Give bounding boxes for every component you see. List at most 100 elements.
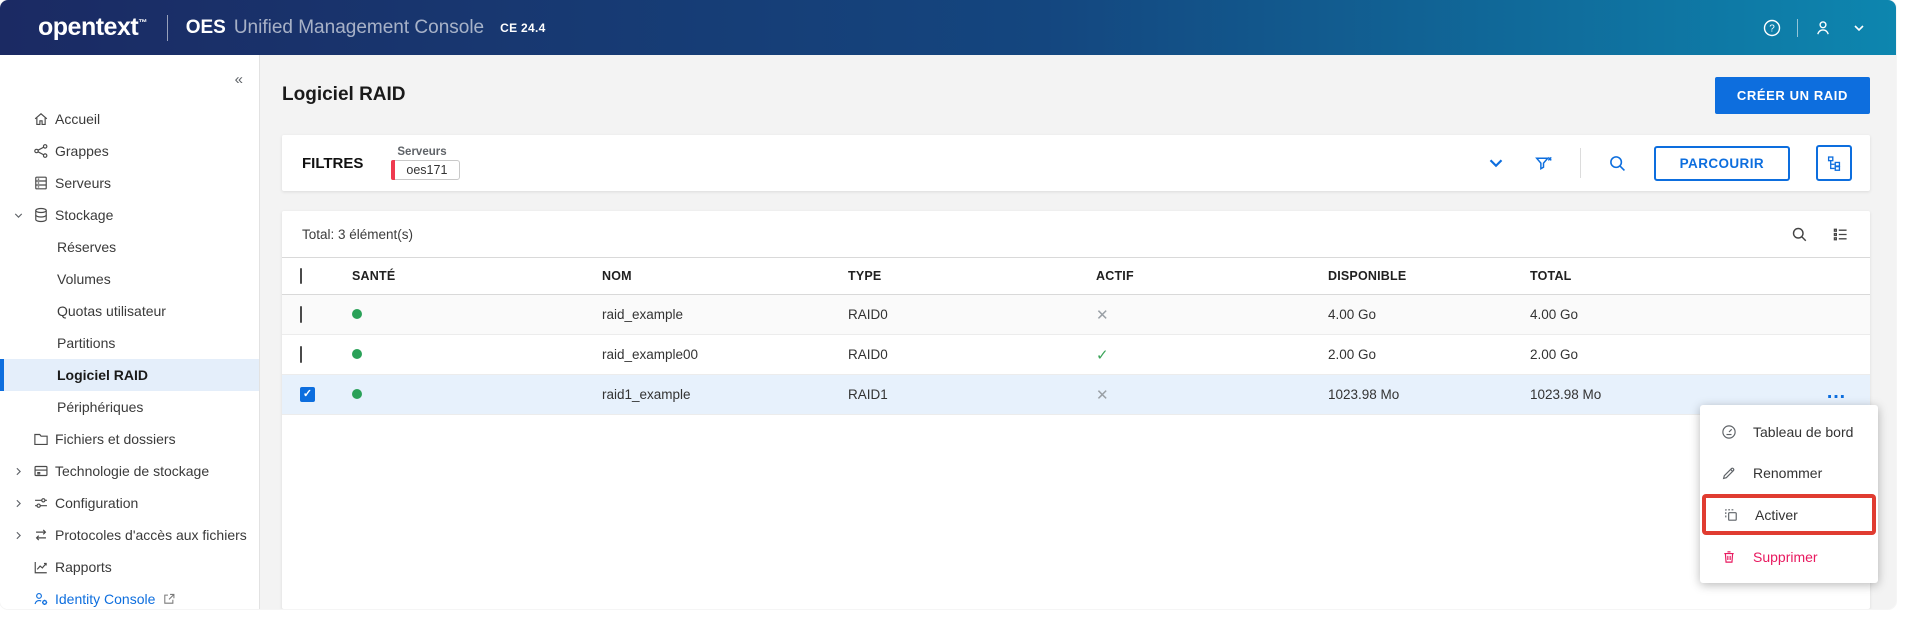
raid-type: RAID1 <box>848 387 888 402</box>
row-checkbox[interactable] <box>300 346 302 363</box>
raid-total: 4.00 Go <box>1530 307 1579 322</box>
topbar-divider <box>166 14 168 41</box>
help-icon[interactable]: ? <box>1761 17 1783 39</box>
active-cross-icon: ✕ <box>1096 386 1109 404</box>
raid-available: 4.00 Go <box>1328 307 1377 322</box>
health-status-dot <box>352 349 362 359</box>
table-row[interactable]: ✓ raid1_example RAID1 ✕ 1023.98 Mo 1023.… <box>282 375 1870 415</box>
sidebar-item-identity-console[interactable]: Identity Console <box>0 583 259 609</box>
chevron-right-icon <box>12 465 32 478</box>
menu-item-supprimer[interactable]: Supprimer <box>1700 536 1878 577</box>
column-header-actif[interactable]: ACTIF <box>1096 269 1134 283</box>
activate-icon <box>1722 506 1740 524</box>
tree-view-button[interactable] <box>1816 145 1852 181</box>
sidebar-item-logiciel-raid[interactable]: Logiciel RAID <box>0 359 259 391</box>
raid-name: raid_example00 <box>602 347 699 362</box>
health-status-dot <box>352 389 362 399</box>
page-title: Logiciel RAID <box>282 84 406 105</box>
cluster-icon <box>32 142 55 160</box>
select-all-checkbox[interactable] <box>300 268 302 284</box>
active-check-icon: ✓ <box>1096 346 1109 364</box>
version-badge: CE 24.4 <box>500 20 546 35</box>
sidebar-item-configuration[interactable]: Configuration <box>0 487 259 519</box>
filters-expand-chevron-down-icon[interactable] <box>1485 152 1507 174</box>
table-row[interactable]: raid_example00 RAID0 ✓ 2.00 Go 2.00 Go <box>282 335 1870 375</box>
sidebar-collapse-button[interactable]: « <box>234 70 243 88</box>
raid-available: 2.00 Go <box>1328 347 1377 362</box>
sidebar-item-accueil[interactable]: Accueil <box>0 103 259 135</box>
transfer-icon <box>32 526 55 544</box>
storage-icon <box>32 206 55 224</box>
sidebar: « Accueil Grappes Serveurs Stockage <box>0 55 260 609</box>
column-settings-icon[interactable] <box>1831 225 1850 244</box>
column-header-type[interactable]: TYPE <box>848 269 882 283</box>
table-row[interactable]: raid_example RAID0 ✕ 4.00 Go 4.00 Go <box>282 295 1870 335</box>
sliders-icon <box>32 494 55 512</box>
sidebar-item-rapports[interactable]: Rapports <box>0 551 259 583</box>
total-count: Total: 3 élément(s) <box>302 226 414 242</box>
filters-label: FILTRES <box>302 154 364 172</box>
raid-type: RAID0 <box>848 307 888 322</box>
sidebar-item-stockage[interactable]: Stockage <box>0 199 259 231</box>
raid-total: 1023.98 Mo <box>1530 387 1602 402</box>
raid-name: raid_example <box>602 307 684 322</box>
row-actions-ellipsis-icon[interactable]: … <box>1826 380 1848 403</box>
server-icon <box>32 174 55 192</box>
active-cross-icon: ✕ <box>1096 306 1109 324</box>
sidebar-item-fichiers-et-dossiers[interactable]: Fichiers et dossiers <box>0 423 259 455</box>
health-status-dot <box>352 309 362 319</box>
clear-filter-icon[interactable] <box>1533 153 1554 174</box>
chevron-down-icon <box>12 209 32 222</box>
menu-item-activer[interactable]: Activer <box>1702 494 1876 535</box>
user-menu-chevron-down-icon[interactable] <box>1848 17 1870 39</box>
column-header-nom[interactable]: NOM <box>602 269 632 283</box>
sidebar-item-grappes[interactable]: Grappes <box>0 135 259 167</box>
sidebar-item-protocoles[interactable]: Protocoles d'accès aux fichiers <box>0 519 259 551</box>
storage-tech-icon <box>32 462 55 480</box>
menu-item-renommer[interactable]: Renommer <box>1700 452 1878 493</box>
create-raid-button[interactable]: CRÉER UN RAID <box>1714 76 1870 114</box>
report-icon <box>32 558 55 576</box>
delete-icon <box>1720 548 1738 566</box>
main-content: Logiciel RAID CRÉER UN RAID FILTRES Serv… <box>260 55 1896 609</box>
raid-type: RAID0 <box>848 347 888 362</box>
browse-button[interactable]: PARCOURIR <box>1653 145 1790 181</box>
sidebar-item-quotas-utilisateur[interactable]: Quotas utilisateur <box>57 303 166 319</box>
product-subtitle: Unified Management Console <box>233 16 485 38</box>
topbar-separator <box>1797 18 1798 37</box>
topbar-actions: ? <box>1761 17 1870 39</box>
identity-console-icon <box>32 590 55 608</box>
sidebar-item-volumes[interactable]: Volumes <box>57 271 111 287</box>
filter-group-label: Serveurs <box>397 146 447 158</box>
column-header-disponible[interactable]: DISPONIBLE <box>1328 269 1407 283</box>
row-checkbox-checked[interactable]: ✓ <box>300 387 315 402</box>
menu-item-tableau-de-bord[interactable]: Tableau de bord <box>1700 411 1878 452</box>
product-name: OES <box>185 16 226 38</box>
search-icon[interactable] <box>1607 153 1628 174</box>
sidebar-item-peripheriques[interactable]: Périphériques <box>57 399 144 415</box>
raid-table-card: Total: 3 élément(s) SANTÉ NOM TYPE ACTIF… <box>282 211 1870 609</box>
external-link-icon <box>162 592 176 606</box>
rename-icon <box>1720 464 1738 482</box>
opentext-logo: opentext™ <box>38 13 147 41</box>
sidebar-item-serveurs[interactable]: Serveurs <box>0 167 259 199</box>
table-search-icon[interactable] <box>1790 225 1809 244</box>
raid-available: 1023.98 Mo <box>1328 387 1400 402</box>
sidebar-item-partitions[interactable]: Partitions <box>57 335 116 351</box>
column-header-sante[interactable]: SANTÉ <box>352 269 396 283</box>
filter-group-serveurs: Serveurs oes171 <box>391 146 461 180</box>
tree-view-icon <box>1827 155 1840 171</box>
filters-bar: FILTRES Serveurs oes171 PARCOURIR <box>282 135 1870 191</box>
sidebar-item-reserves[interactable]: Réserves <box>57 239 117 255</box>
column-header-total[interactable]: TOTAL <box>1530 269 1572 283</box>
user-icon[interactable] <box>1812 17 1834 39</box>
raid-name: raid1_example <box>602 387 691 402</box>
svg-text:?: ? <box>1769 23 1775 34</box>
sidebar-item-technologie-de-stockage[interactable]: Technologie de stockage <box>0 455 259 487</box>
filter-chip-oes171[interactable]: oes171 <box>391 160 461 180</box>
home-icon <box>32 110 55 128</box>
dashboard-icon <box>1720 423 1738 441</box>
row-checkbox[interactable] <box>300 306 302 323</box>
row-context-menu: Tableau de bord Renommer Activer Supprim… <box>1700 405 1878 583</box>
filters-separator <box>1579 148 1581 178</box>
